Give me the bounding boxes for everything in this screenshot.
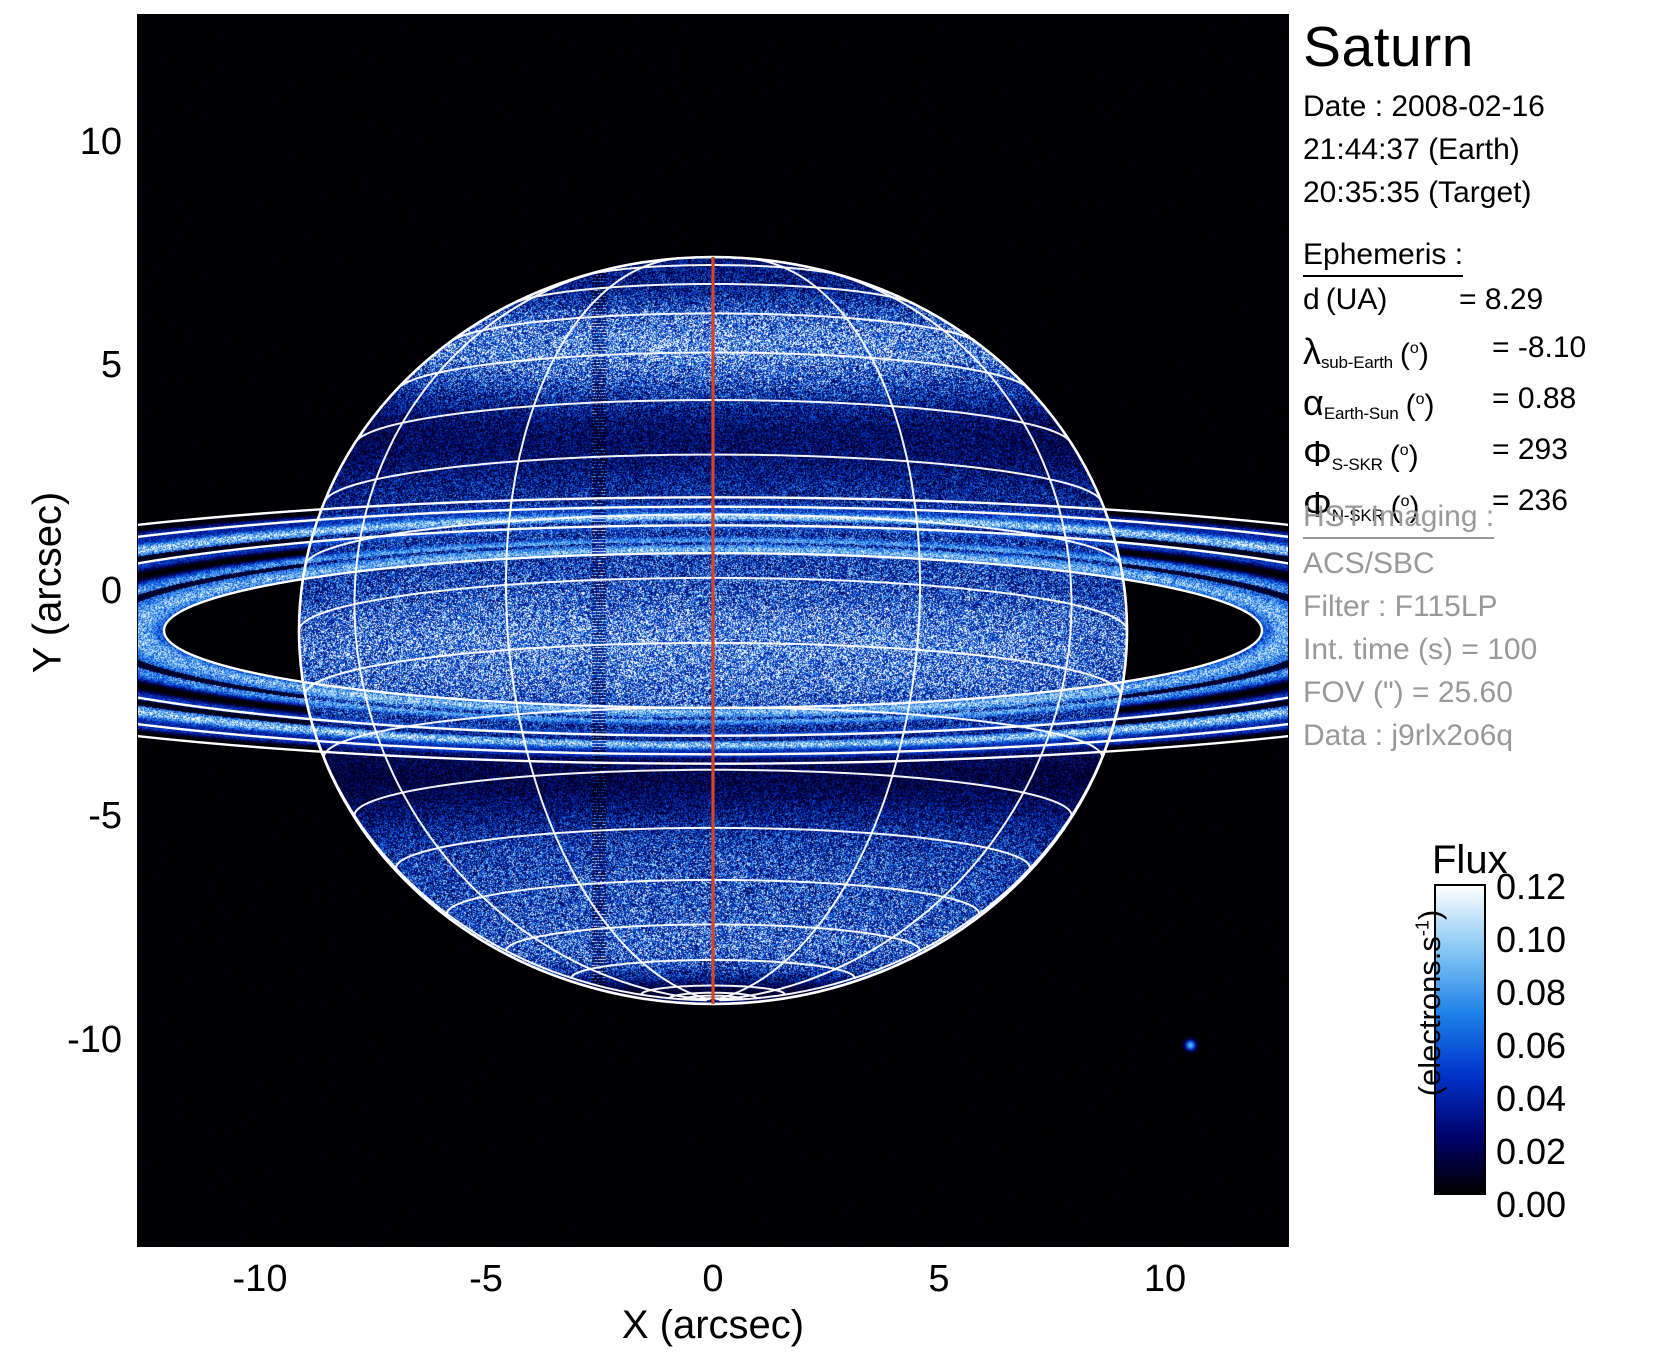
x-tick-neg5: -5 — [469, 1258, 503, 1300]
colorbar-tick-004: 0.04 — [1496, 1078, 1567, 1119]
ephemeris-value-phase-angle: = 0.88 — [1492, 382, 1577, 415]
colorbar-axis-label-text: (electrons.s — [1412, 936, 1447, 1097]
ephemeris-unit-deg-phi-north: (o) — [1390, 491, 1420, 524]
y-tick-neg5: -5 — [88, 795, 122, 837]
colorbar-axis-label-exponent: -1 — [1412, 920, 1433, 937]
colorbar-tick-006: 0.06 — [1496, 1025, 1567, 1066]
x-tick-neg10: -10 — [232, 1258, 288, 1300]
ephemeris-unit-deg-lambda: (o) — [1399, 338, 1429, 371]
ephemeris-row-phase-angle: α Earth-Sun (o) — [1303, 382, 1434, 424]
ephemeris-subscript-sub-earth: sub-Earth — [1321, 353, 1393, 372]
ephemeris-row-south-skr: Φ S-SKR (o) — [1303, 433, 1419, 475]
y-tick-neg10: -10 — [67, 1019, 122, 1061]
hst-filter: Filter : F115LP — [1303, 590, 1498, 623]
observation-time-target: 20:35:35 (Target) — [1303, 176, 1532, 209]
ephemeris-unit-deg-phi-south: (o) — [1389, 440, 1419, 473]
ephemeris-value-south-skr: = 293 — [1492, 433, 1568, 466]
y-tick-5: 5 — [100, 344, 122, 386]
ephemeris-subscript-earth-sun: Earth-Sun — [1323, 404, 1399, 423]
coordinate-grid-overlay — [137, 255, 1289, 1006]
colorbar-title: Flux — [1432, 838, 1508, 882]
ephemeris-subscript-s-skr: S-SKR — [1331, 455, 1383, 474]
flux-colorbar — [1434, 884, 1486, 1195]
ephemeris-symbol-d: d — [1303, 283, 1320, 316]
y-tick-0: 0 — [100, 570, 122, 612]
ephemeris-row-north-skr: Φ N-SKR (o) — [1303, 484, 1420, 526]
hst-fov: FOV (") = 25.60 — [1303, 676, 1513, 709]
ephemeris-value-sub-earth-lat: = -8.10 — [1492, 331, 1587, 364]
colorbar-tick-002: 0.02 — [1496, 1131, 1567, 1172]
ephemeris-subscript-n-skr: N-SKR — [1331, 506, 1384, 525]
ephemeris-value-north-skr: = 236 — [1492, 484, 1568, 517]
ephemeris-row-sub-earth-lat: λ sub-Earth (o) — [1303, 331, 1429, 373]
ephemeris-unit-ua: (UA) — [1325, 283, 1388, 316]
target-title: Saturn — [1303, 15, 1474, 79]
ephemeris-heading: Ephemeris : — [1303, 238, 1464, 277]
colorbar-tick-010: 0.10 — [1496, 919, 1567, 960]
y-tick-10: 10 — [79, 121, 122, 163]
ephemeris-symbol-phi-north: Φ — [1303, 484, 1332, 525]
hst-instrument: ACS/SBC — [1303, 547, 1435, 580]
hst-int-time: Int. time (s) = 100 — [1303, 633, 1538, 666]
hst-imaging-heading: HST Imaging : — [1303, 500, 1495, 539]
x-tick-5: 5 — [928, 1258, 950, 1300]
colorbar-axis-title: (electrons.s-1) — [1412, 853, 1448, 1153]
x-tick-10: 10 — [1143, 1258, 1187, 1300]
colorbar-axis-label-close: ) — [1412, 909, 1447, 921]
x-axis-title: X (arcsec) — [621, 1303, 805, 1347]
colorbar-tick-000: 0.00 — [1496, 1184, 1567, 1225]
observation-date: Date : 2008-02-16 — [1303, 90, 1545, 123]
ephemeris-unit-deg-alpha: (o) — [1405, 389, 1435, 422]
ephemeris-value-distance: = 8.29 — [1459, 283, 1544, 316]
ephemeris-symbol-alpha: α — [1303, 382, 1324, 423]
hst-data-id: Data : j9rlx2o6q — [1303, 719, 1514, 752]
x-tick-0: 0 — [702, 1258, 724, 1300]
colorbar-tick-008: 0.08 — [1496, 972, 1567, 1013]
colorbar-tick-012: 0.12 — [1496, 866, 1567, 907]
info-panel: Saturn Date : 2008-02-16 21:44:37 (Earth… — [1300, 0, 1676, 1367]
ephemeris-symbol-lambda: λ — [1303, 331, 1321, 372]
observation-time-earth: 21:44:37 (Earth) — [1303, 133, 1520, 166]
image-plot-area — [137, 14, 1289, 1247]
ephemeris-symbol-phi-south: Φ — [1303, 433, 1332, 474]
ephemeris-row-distance: d (UA) — [1303, 283, 1387, 317]
y-axis-title: Y (arcsec) — [25, 491, 70, 674]
